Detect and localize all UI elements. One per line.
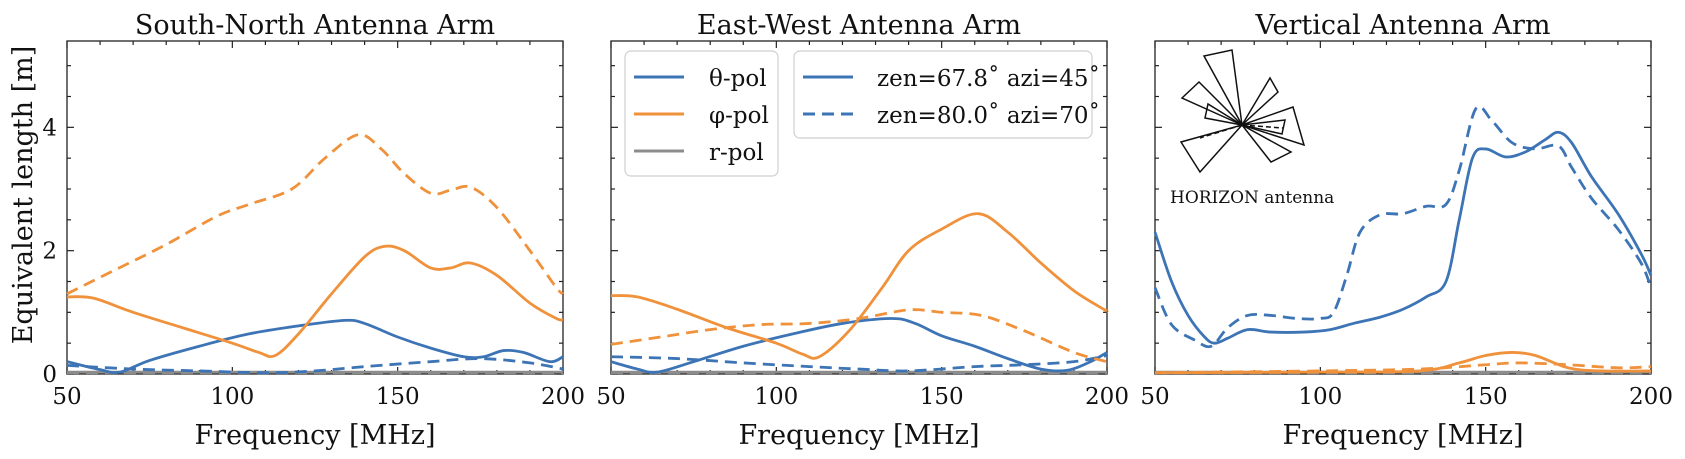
inset-label: HORIZON antenna bbox=[1170, 188, 1334, 208]
x-tick-label: 50 bbox=[52, 384, 81, 410]
x-axis-label: Frequency [MHz] bbox=[194, 420, 435, 451]
legend-label-phi: φ-pol bbox=[709, 103, 769, 129]
y-tick-label: 2 bbox=[42, 239, 57, 265]
legend-direction: zen=67.8˚ azi=45˚ zen=80.0˚ azi=70˚ bbox=[793, 50, 1100, 139]
x-tick-label: 100 bbox=[1298, 384, 1342, 410]
series-line-theta-dashed bbox=[66, 357, 564, 375]
series-line-phi-dashed bbox=[66, 133, 564, 296]
legend-label-solid: zen=67.8˚ azi=45˚ bbox=[877, 65, 1100, 92]
series-line-phi-solid bbox=[66, 244, 564, 358]
y-tick-label: 4 bbox=[42, 115, 57, 141]
x-tick-label: 150 bbox=[920, 384, 964, 410]
legend-label-r: r-pol bbox=[709, 140, 764, 166]
horizon-antenna-icon bbox=[1179, 49, 1306, 174]
series-line-phi-dashed bbox=[1154, 361, 1652, 375]
series-line-theta-solid bbox=[610, 317, 1108, 374]
x-tick-label: 100 bbox=[754, 384, 798, 410]
panel-title: East-West Antenna Arm bbox=[697, 10, 1021, 41]
series-line-theta-dashed bbox=[610, 354, 1108, 373]
panel-title: South-North Antenna Arm bbox=[135, 10, 495, 41]
x-axis-label: Frequency [MHz] bbox=[738, 420, 979, 451]
x-tick-label: 200 bbox=[1629, 384, 1673, 410]
x-tick-label: 150 bbox=[376, 384, 420, 410]
series-line-phi-solid bbox=[1154, 351, 1652, 375]
x-tick-label: 100 bbox=[210, 384, 254, 410]
x-tick-label: 200 bbox=[541, 384, 585, 410]
y-axis-label: Equivalent length [m] bbox=[8, 46, 39, 345]
panel-south-north: South-North Antenna Arm Frequency [MHz] … bbox=[42, 10, 585, 451]
series-line-phi-solid bbox=[610, 212, 1109, 360]
y-tick-label: 0 bbox=[42, 362, 57, 388]
panel-vertical: Vertical Antenna Arm Frequency [MHz] 50 1… bbox=[1140, 10, 1673, 451]
x-tick-label: 50 bbox=[1140, 384, 1169, 410]
x-tick-label: 200 bbox=[1085, 384, 1129, 410]
series-line-theta-solid bbox=[66, 318, 564, 375]
legend-label-dashed: zen=80.0˚ azi=70˚ bbox=[877, 102, 1100, 129]
x-tick-label: 150 bbox=[1464, 384, 1508, 410]
series-line-theta-solid bbox=[1153, 130, 1653, 345]
series-line-theta-dashed bbox=[1153, 105, 1653, 349]
legend-polarization: θ-pol φ-pol r-pol bbox=[624, 50, 779, 177]
x-tick-label: 50 bbox=[596, 384, 625, 410]
x-axis-label: Frequency [MHz] bbox=[1282, 420, 1523, 451]
legend-label-theta: θ-pol bbox=[709, 66, 767, 92]
panel-east-west: East-West Antenna Arm Frequency [MHz] 50… bbox=[596, 10, 1129, 451]
panel-title: Vertical Antenna Arm bbox=[1254, 10, 1550, 41]
series-line-phi-dashed bbox=[610, 308, 1108, 364]
